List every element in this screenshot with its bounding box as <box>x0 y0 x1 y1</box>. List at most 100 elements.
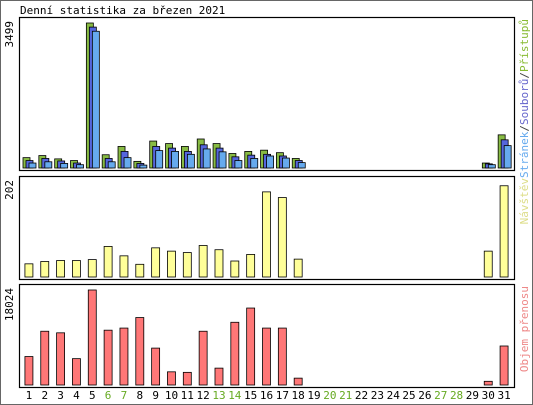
bar-str-nek-11 <box>186 153 195 169</box>
bar-objem-p-enosu-10 <box>167 371 176 386</box>
x-tick-label: 24 <box>387 389 401 402</box>
x-tick-label: 29 <box>466 389 479 402</box>
bar-n-v-t-v-8 <box>135 263 145 278</box>
bar-objem-p-enosu-3 <box>56 332 65 386</box>
x-tick-label: 10 <box>165 389 178 402</box>
bar-str-nek-10 <box>171 151 179 169</box>
legend: Návštěv <box>518 178 531 225</box>
legend-entry: Přístupů <box>518 19 531 72</box>
bar-n-v-t-v-15 <box>246 254 256 278</box>
bar-str-nek-1 <box>28 162 37 169</box>
legend-entry: / <box>518 125 531 132</box>
bar-str-nek-14 <box>234 160 243 169</box>
bar-objem-p-enosu-30 <box>483 380 493 386</box>
bar-n-v-t-v-17 <box>277 197 287 278</box>
panel-2: 202 Návštěv <box>3 175 531 281</box>
bar-n-v-t-v-4 <box>72 260 81 278</box>
bar-str-nek-31 <box>503 145 512 169</box>
bar-n-v-t-v-18 <box>293 258 303 278</box>
bar-objem-p-enosu-17 <box>277 327 287 386</box>
panel-3: 18024 Objem přenosu <box>3 283 531 389</box>
x-tick-label: 8 <box>136 389 143 402</box>
x-tick-label: 16 <box>260 389 273 402</box>
bar-str-nek-13 <box>218 151 227 169</box>
bar-objem-p-enosu-6 <box>103 329 113 386</box>
bar-str-nek-18 <box>297 162 306 169</box>
legend-entry: / <box>518 72 531 79</box>
bar-objem-p-enosu-11 <box>182 371 192 386</box>
bar-str-nek-16 <box>266 155 274 169</box>
bar-objem-p-enosu-2 <box>40 330 50 386</box>
bar-objem-p-enosu-18 <box>293 377 303 386</box>
x-tick-label: 12 <box>197 389 210 402</box>
bar-str-nek-9 <box>155 150 164 169</box>
bar-objem-p-enosu-14 <box>230 321 240 386</box>
x-tick-label: 25 <box>402 389 415 402</box>
x-tick-label: 1 <box>26 389 33 402</box>
bar-n-v-t-v-13 <box>214 249 224 278</box>
x-tick-label: 2 <box>41 389 48 402</box>
x-tick-label: 31 <box>497 389 510 402</box>
x-tick-label: 27 <box>434 389 447 402</box>
bar-objem-p-enosu-15 <box>246 307 256 386</box>
bar-n-v-t-v-31 <box>499 185 509 278</box>
x-tick-label: 13 <box>212 389 225 402</box>
x-tick-label: 21 <box>339 389 352 402</box>
bar-n-v-t-v-12 <box>198 245 208 278</box>
bar-n-v-t-v-2 <box>40 261 50 278</box>
bar-n-v-t-v-10 <box>167 250 176 278</box>
bar-objem-p-enosu-1 <box>24 356 34 386</box>
bar-n-v-t-v-7 <box>119 255 129 278</box>
legend-entry: Stránek <box>518 131 531 178</box>
bar-n-v-t-v-14 <box>230 260 240 278</box>
bar-str-nek-3 <box>60 163 69 169</box>
x-tick-label: 5 <box>89 389 96 402</box>
bar-objem-p-enosu-7 <box>119 327 129 386</box>
x-tick-label: 17 <box>276 389 289 402</box>
bar-str-nek-6 <box>107 161 116 169</box>
bar-str-nek-15 <box>250 158 259 169</box>
chart-title: Denní statistika za březen 2021 <box>20 4 225 17</box>
bar-str-nek-7 <box>123 157 132 169</box>
bar-str-nek-8 <box>139 164 148 169</box>
x-tick-label: 28 <box>450 389 463 402</box>
y-max-label: 202 <box>3 180 16 200</box>
legend-entry: Návštěv <box>518 178 531 225</box>
bar-objem-p-enosu-8 <box>135 317 145 386</box>
x-axis-tick-labels: 1 2 3 4 5 6 7 8 9 10 11 12 13 14 15 16 17 18 19 20 21 22 23 24 2… <box>26 389 511 402</box>
x-tick-label: 11 <box>181 389 194 402</box>
x-tick-label: 18 <box>292 389 305 402</box>
x-tick-label: 15 <box>244 389 257 402</box>
x-tick-label: 14 <box>228 389 242 402</box>
bar-n-v-t-v-16 <box>262 191 271 278</box>
bar-n-v-t-v-3 <box>56 260 65 278</box>
bar-n-v-t-v-30 <box>483 250 493 278</box>
bar-str-nek-4 <box>76 164 84 169</box>
x-tick-label: 9 <box>152 389 159 402</box>
legend-entry: Souborů <box>518 79 531 125</box>
bar-n-v-t-v-11 <box>182 252 192 278</box>
x-tick-label: 30 <box>482 389 495 402</box>
bar-n-v-t-v-9 <box>151 247 161 278</box>
bar-objem-p-enosu-4 <box>72 358 81 386</box>
x-tick-label: 23 <box>371 389 384 402</box>
bar-n-v-t-v-6 <box>103 246 113 278</box>
legend-entry: Objem přenosu <box>518 286 531 372</box>
bar-objem-p-enosu-9 <box>151 347 161 386</box>
x-tick-label: 26 <box>418 389 431 402</box>
x-tick-label: 3 <box>57 389 64 402</box>
y-max-label: 18024 <box>3 288 16 321</box>
bar-n-v-t-v-5 <box>87 259 97 278</box>
bar-str-nek-5 <box>91 30 100 169</box>
bar-str-nek-12 <box>202 148 211 169</box>
panel-frame <box>18 16 516 172</box>
x-tick-label: 19 <box>307 389 320 402</box>
x-tick-label: 4 <box>73 389 80 402</box>
bar-str-nek-17 <box>282 157 290 169</box>
bar-objem-p-enosu-13 <box>214 367 224 386</box>
bar-objem-p-enosu-5 <box>87 289 97 386</box>
x-tick-label: 20 <box>323 389 336 402</box>
